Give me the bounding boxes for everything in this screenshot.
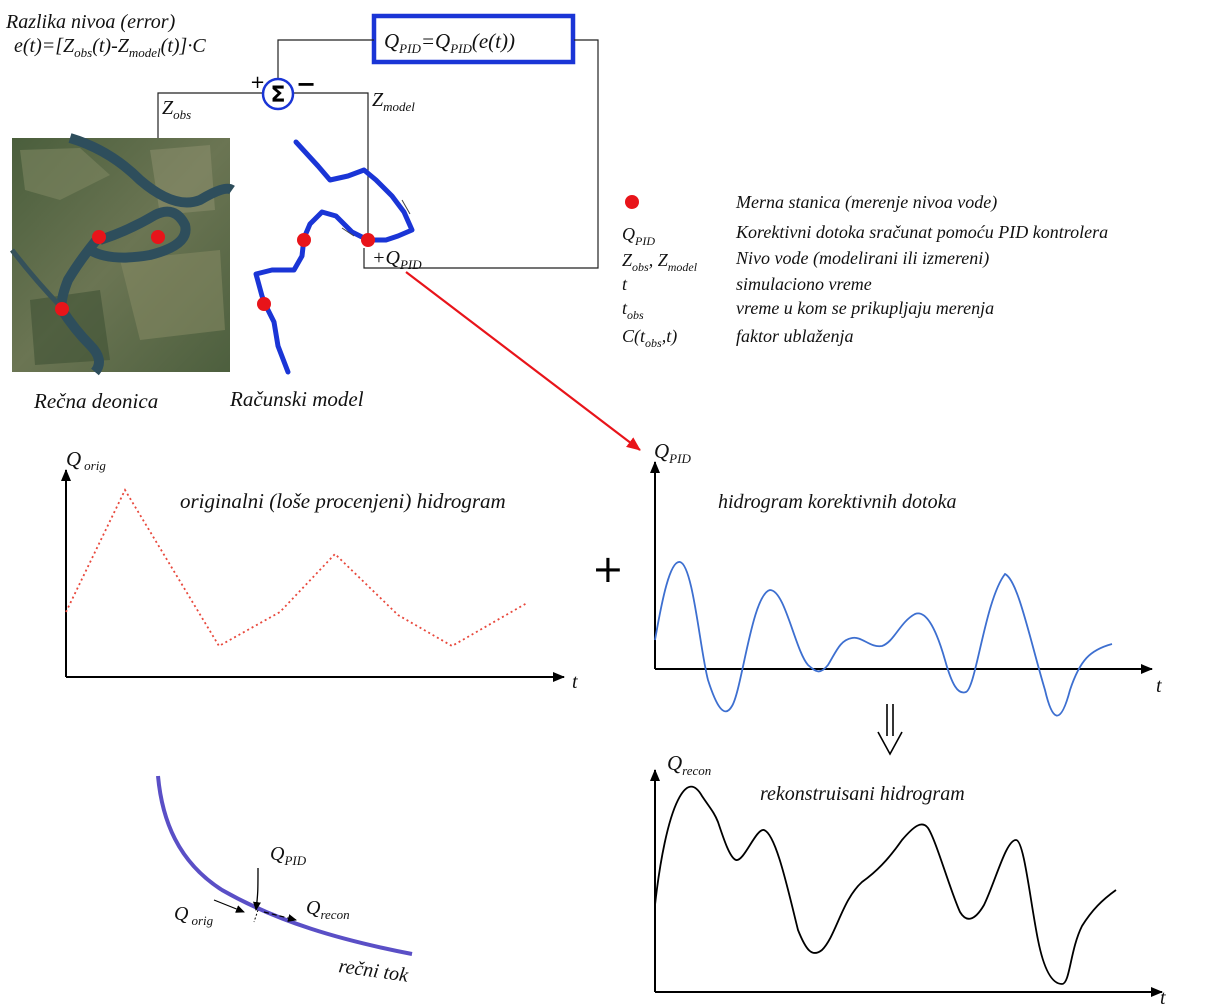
- satellite-image: [10, 133, 235, 376]
- sum-plus-sign: +: [250, 72, 265, 93]
- legend-station-dot: [625, 195, 639, 209]
- station-dot: [257, 297, 271, 311]
- sum-circle: [261, 77, 295, 111]
- pid-y-label: QPID: [654, 439, 691, 466]
- wire-sum-to-pid: [277, 39, 374, 78]
- station-dot: [151, 230, 165, 244]
- station-dot: [92, 230, 106, 244]
- legend-z-desc: Nivo vode (modelirani ili izmereni): [735, 248, 989, 269]
- pid-box-border: [371, 13, 576, 65]
- pid-controller-box: QPID=QPID(e(t)): [371, 13, 576, 65]
- label-zobs: Zobs: [162, 97, 191, 122]
- chart-pid: QPID t hidrogram korektivnih dotoka: [650, 439, 1162, 717]
- legend-tobs-desc: vreme u kom se prikupljaju merenja: [736, 298, 994, 318]
- legend-t-symbol: t: [622, 274, 628, 294]
- sum-minus-sign: −: [296, 70, 316, 98]
- legend-qpid-desc: Korektivni dotoka sračunat pomoću PID ko…: [735, 222, 1108, 242]
- implies-arrow: [877, 704, 903, 756]
- orig-x-label: t: [572, 671, 578, 693]
- pid-x-label: t: [1156, 675, 1162, 697]
- legend-station-desc: Merna stanica (merenje nivoa vode): [735, 192, 997, 213]
- model-river-line: [253, 139, 415, 375]
- recon-hydrograph-line: [654, 785, 1117, 985]
- legend-qpid-symbol: QPID: [622, 224, 655, 248]
- label-zmodel: Zmodel: [372, 89, 415, 114]
- error-title: Razlika nivoa (error): [5, 11, 176, 33]
- qorig-arrow: [213, 899, 245, 913]
- legend-z-symbol: Zobs, Zmodel: [622, 250, 698, 274]
- red-arrow: [405, 271, 641, 451]
- orig-title: originalni (loše procenjeni) hidrogram: [180, 489, 506, 513]
- legend-t-desc: simulaciono vreme: [736, 274, 872, 294]
- error-equation: e(t)=[Zobs(t)-Zmodel(t)]·C: [14, 35, 206, 60]
- legend: Merna stanica (merenje nivoa vode) QPID …: [622, 192, 1108, 350]
- legend-c-desc: faktor ublaženja: [736, 326, 854, 346]
- sum-junction: Σ + −: [250, 70, 316, 111]
- qrecon-arrow: [263, 911, 297, 922]
- recon-title: rekonstruisani hidrogram: [760, 783, 965, 805]
- qpid-inflow-arrow: [253, 867, 261, 911]
- station-dot: [55, 302, 69, 316]
- caption-river-section: Rečna deonica: [33, 389, 158, 413]
- recon-y-label: Qrecon: [667, 751, 711, 778]
- pid-box-equation: QPID=QPID(e(t)): [384, 29, 515, 56]
- wire-pid-to-model: [363, 39, 599, 269]
- numerical-model-river: [253, 139, 415, 375]
- river-qpid-label: QPID: [270, 843, 307, 868]
- river-flow-line: [156, 775, 413, 956]
- wire-zmodel: [292, 92, 369, 240]
- pid-hydrograph-line: [654, 561, 1113, 717]
- station-dot: [361, 233, 375, 247]
- orig-hydrograph-line: [65, 488, 528, 648]
- pid-title: hidrogram korektivnih dotoka: [718, 491, 956, 513]
- satellite-river-upper: [68, 133, 235, 208]
- river-flow-caption: rečni tok: [337, 955, 410, 987]
- station-dot: [297, 233, 311, 247]
- sum-symbol: Σ: [270, 83, 285, 108]
- error-block: Razlika nivoa (error) e(t)=[Zobs(t)-Zmod…: [5, 11, 206, 60]
- chart-recon: Qrecon t rekonstruisani hidrogram: [650, 751, 1166, 1006]
- recon-x-label: t: [1160, 987, 1166, 1006]
- legend-tobs-symbol: tobs: [622, 298, 644, 322]
- plus-operator: +: [592, 547, 624, 591]
- caption-numerical-model: Računski model: [229, 387, 364, 411]
- legend-c-symbol: C(tobs,t): [622, 326, 677, 350]
- label-qpid-input: +QPID: [372, 247, 422, 272]
- river-qrecon-label: Qrecon: [306, 897, 350, 922]
